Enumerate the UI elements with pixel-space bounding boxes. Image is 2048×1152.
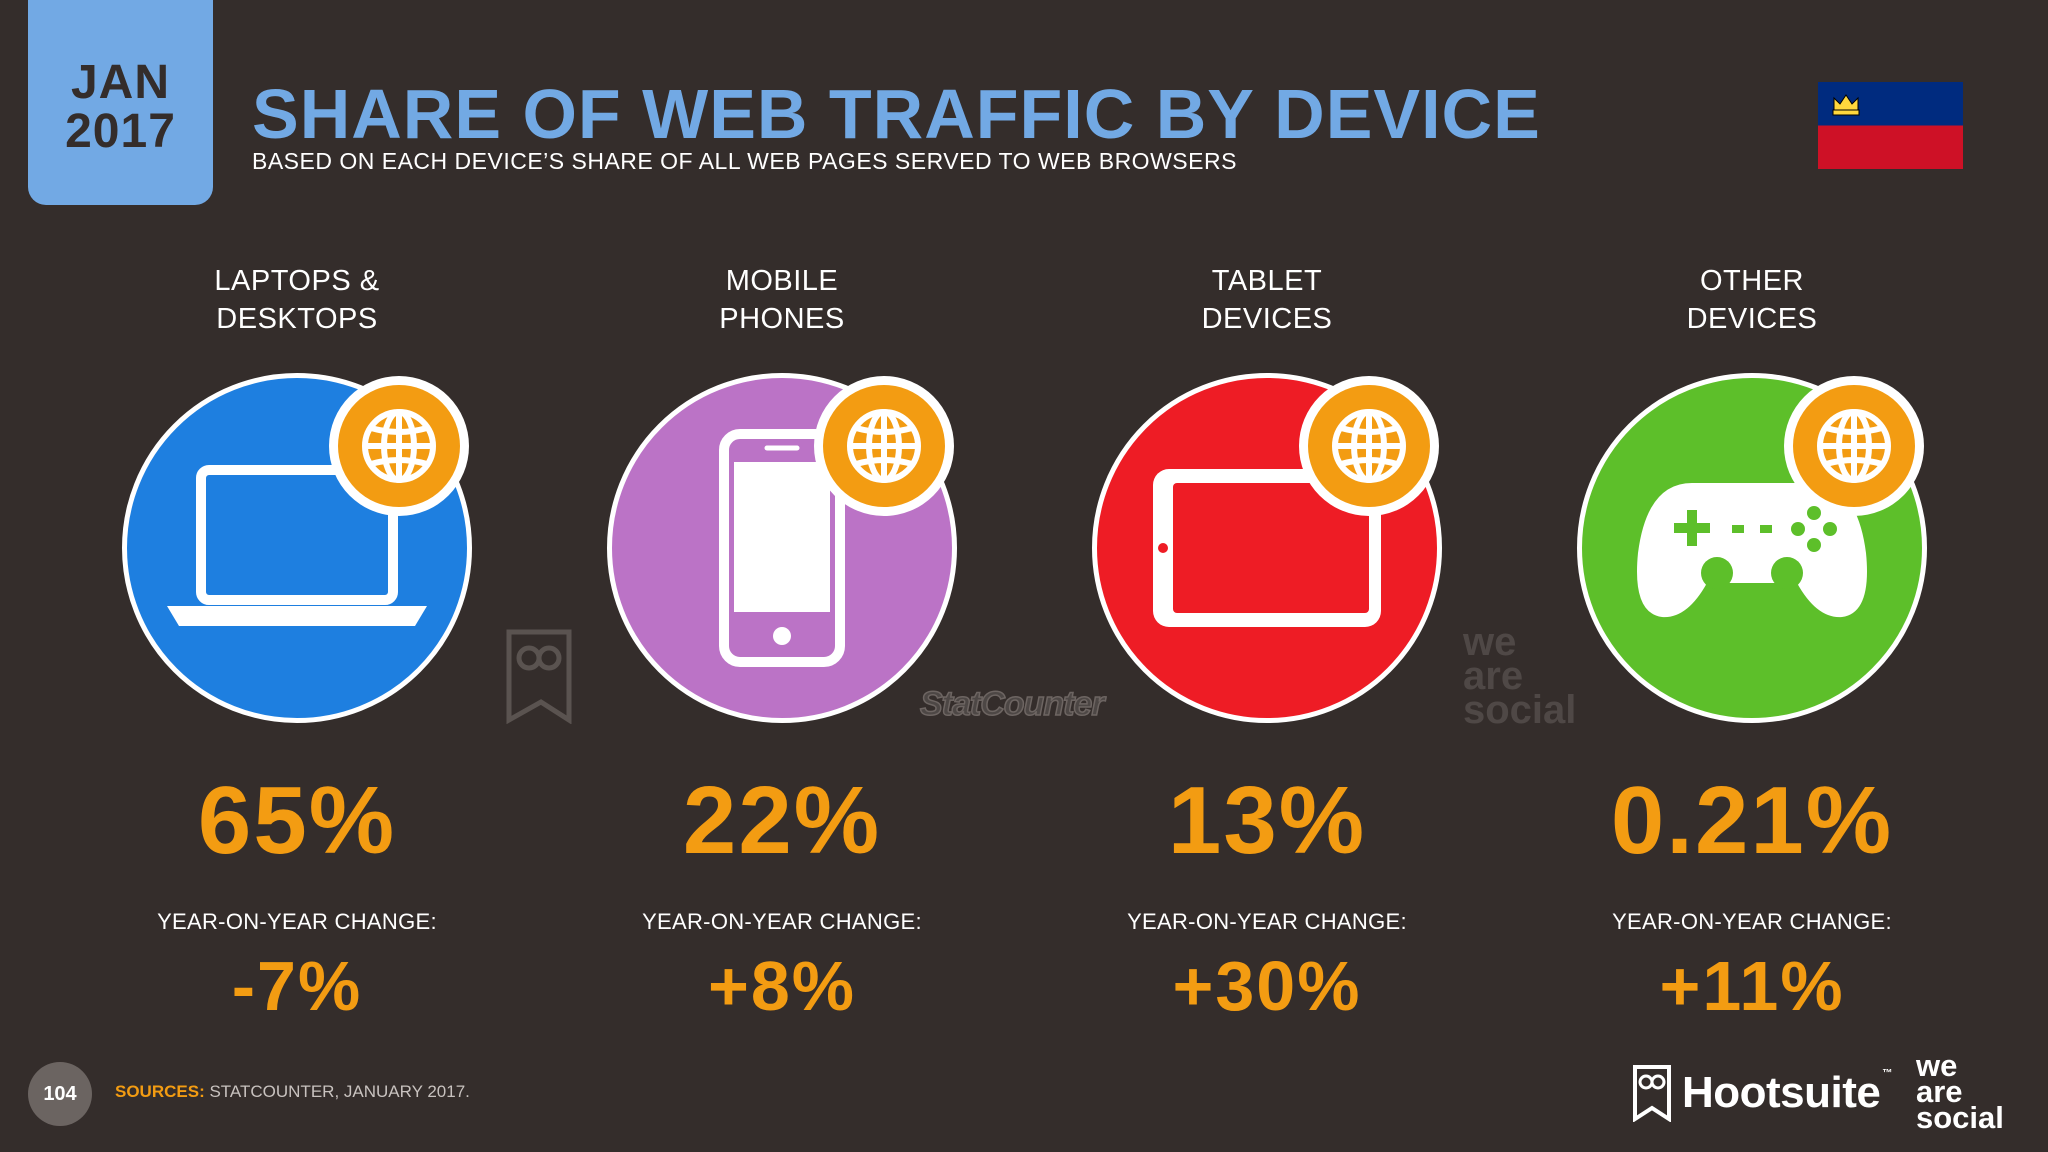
hootsuite-wordmark: Hootsuite ™ (1682, 1068, 1892, 1118)
globe-badge (329, 376, 469, 516)
mobile-phone-icon (719, 429, 845, 667)
yoy-label: YEAR-ON-YEAR CHANGE: (642, 909, 922, 934)
share-value: 0.21% (1610, 767, 1894, 874)
trademark-symbol: ™ (1882, 1068, 1892, 1079)
device-circle (607, 373, 957, 723)
watermark-we: we (1463, 620, 1517, 664)
device-label-line2: DEVICES (1686, 303, 1818, 335)
crown-icon (1832, 94, 1860, 116)
hootsuite-owl-icon (1633, 1065, 1671, 1122)
we-are-social-watermark: we are social (1463, 620, 1577, 732)
globe-icon (362, 409, 436, 483)
globe-icon (847, 409, 921, 483)
laptop-icon (167, 465, 427, 626)
device-label: OTHER DEVICES (1687, 262, 1818, 338)
device-label-line1: OTHER (1699, 265, 1804, 297)
globe-badge (1784, 376, 1924, 516)
yoy-label: YEAR-ON-YEAR CHANGE: (157, 909, 437, 934)
yoy-value: +30% (1172, 947, 1362, 1025)
logo-we: we (1916, 1048, 1958, 1083)
liechtenstein-flag (1818, 82, 1963, 169)
device-label-line1: MOBILE (725, 265, 839, 297)
logo-are: are (1916, 1074, 1963, 1109)
device-column-laptops: LAPTOPS & DESKTOPS (87, 262, 507, 1021)
statcounter-watermark: StatCounter (919, 684, 1105, 724)
device-label-line1: LAPTOPS & (214, 265, 380, 297)
date-month: JAN (70, 55, 171, 109)
device-label: TABLET DEVICES (1202, 262, 1333, 338)
device-column-tablet: TABLET DEVICES (1057, 262, 1477, 1021)
page-subtitle: BASED ON EACH DEVICE’S SHARE OF ALL WEB … (252, 148, 1237, 174)
page-title: SHARE OF WEB TRAFFIC BY DEVICE (252, 75, 1541, 153)
watermark-social: social (1463, 688, 1577, 732)
yoy-label: YEAR-ON-YEAR CHANGE: (1612, 909, 1892, 934)
device-circle (1092, 373, 1442, 723)
yoy-label: YEAR-ON-YEAR CHANGE: (1127, 909, 1407, 934)
device-label-line2: PHONES (719, 303, 845, 335)
tablet-icon (1153, 469, 1381, 627)
share-value: 65% (197, 767, 397, 874)
yoy-value: -7% (231, 947, 363, 1025)
globe-badge (1299, 376, 1439, 516)
page-number: 104 (28, 1062, 92, 1126)
yoy-value: +11% (1659, 947, 1845, 1025)
device-label: MOBILE PHONES (719, 262, 844, 338)
sources-text: STATCOUNTER, JANUARY 2017. (209, 1082, 470, 1101)
share-value: 22% (682, 767, 882, 874)
sources: SOURCES: STATCOUNTER, JANUARY 2017. (115, 1082, 470, 1102)
device-column-other: OTHER DEVICES (1542, 262, 1962, 1021)
share-value: 13% (1167, 767, 1367, 874)
yoy-value: +8% (707, 947, 857, 1025)
date-tab: JAN 2017 (28, 0, 213, 205)
hootsuite-name: Hootsuite (1682, 1068, 1881, 1117)
hootsuite-owl-watermark-icon (506, 629, 572, 724)
sources-label: SOURCES: (115, 1082, 205, 1101)
gamepad-icon (1637, 483, 1867, 618)
we-are-social-logo: we are social (1916, 1048, 2004, 1135)
device-label-line2: DESKTOPS (216, 303, 378, 335)
device-label: LAPTOPS & DESKTOPS (214, 262, 379, 338)
date-year: 2017 (65, 104, 176, 158)
watermark-are: are (1463, 654, 1524, 698)
device-column-mobile: MOBILE PHONES (572, 262, 992, 1021)
globe-badge (814, 376, 954, 516)
logo-social: social (1916, 1100, 2004, 1135)
device-label-line1: TABLET (1211, 265, 1323, 297)
globe-icon (1332, 409, 1406, 483)
hootsuite-logo: Hootsuite ™ (1632, 1064, 1892, 1122)
globe-icon (1817, 409, 1891, 483)
device-label-line2: DEVICES (1201, 303, 1333, 335)
